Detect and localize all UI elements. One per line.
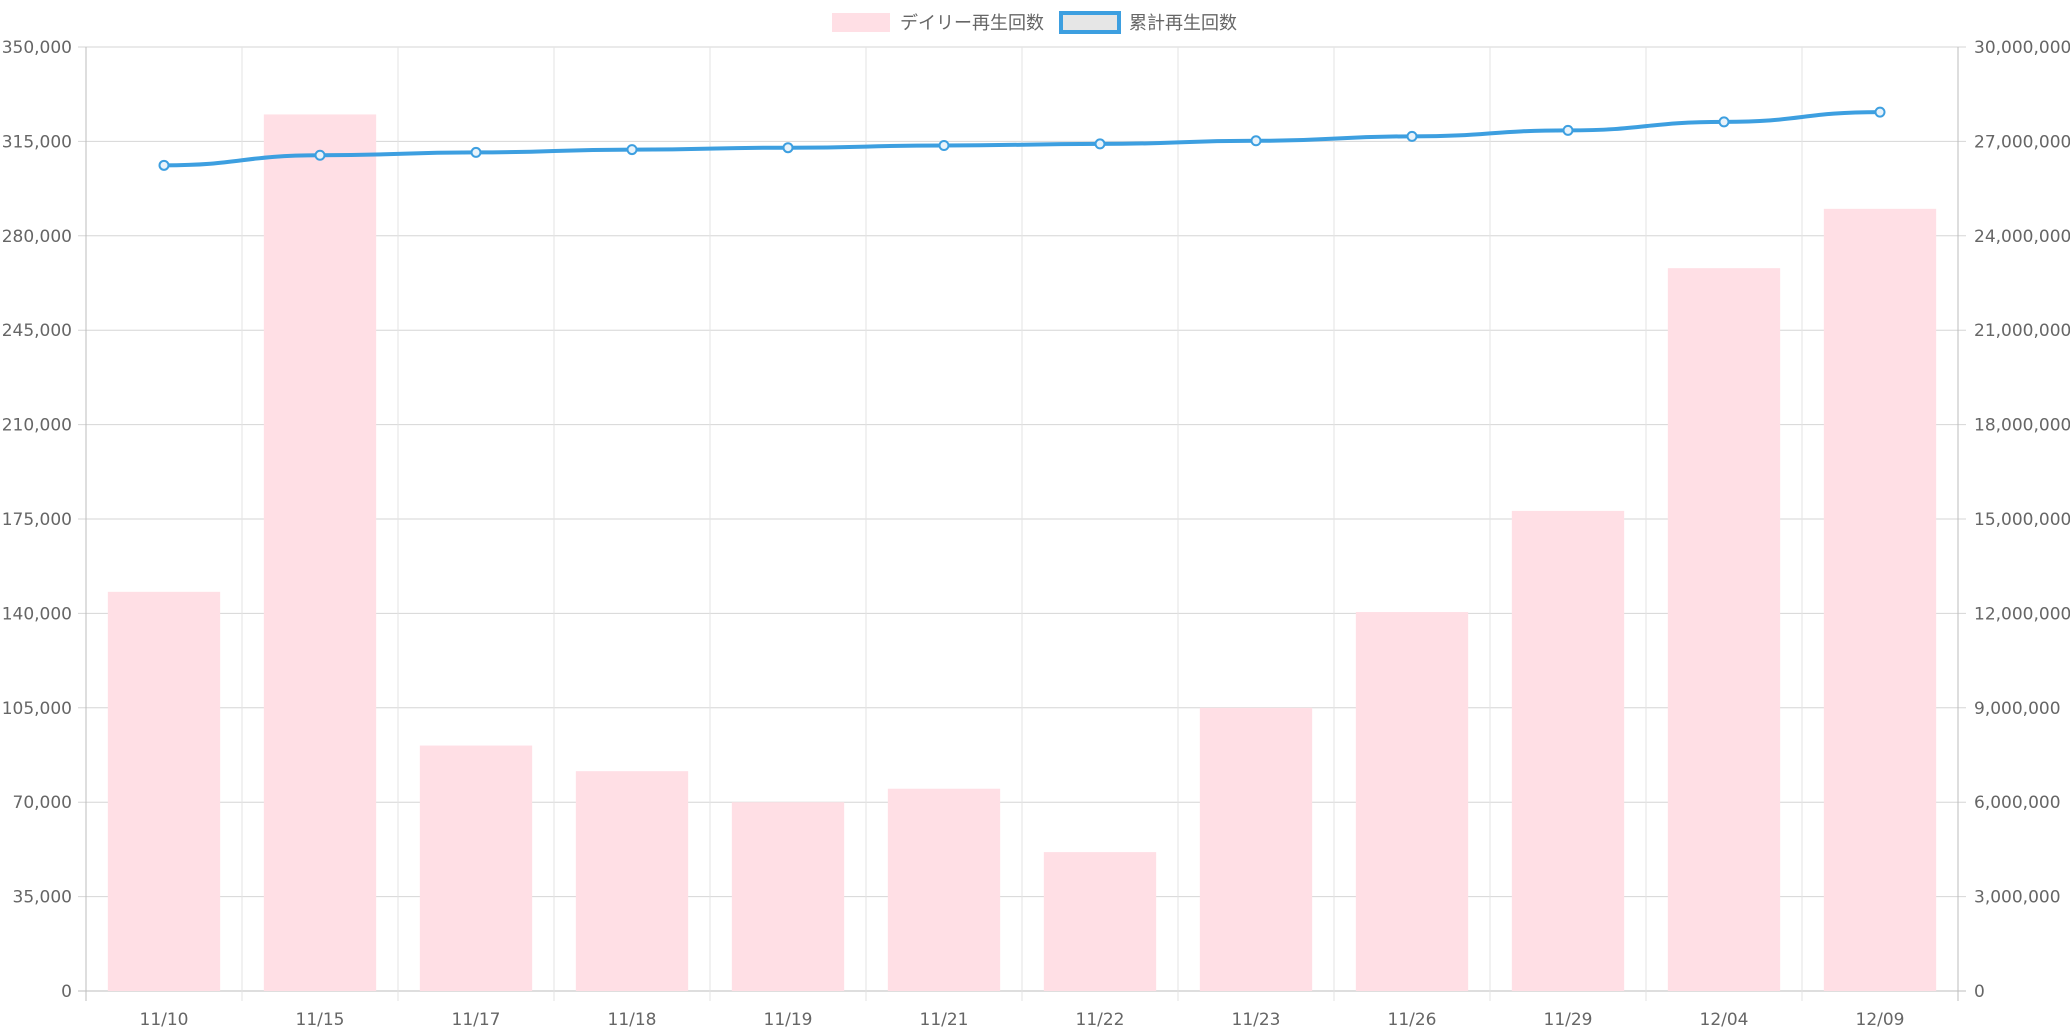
cumulative-point	[470, 146, 482, 158]
y-right-tick-label: 3,000,000	[1974, 888, 2061, 908]
cumulative-point	[626, 144, 638, 156]
y-right-tick-label: 12,000,000	[1974, 604, 2070, 624]
x-tick-label: 11/22	[1076, 1010, 1125, 1030]
cumulative-point	[1250, 135, 1262, 147]
x-tick-label: 12/04	[1700, 1010, 1749, 1030]
cumulative-point	[938, 139, 950, 151]
y-left-tick-label: 140,000	[2, 604, 72, 624]
legend-swatch-daily	[832, 13, 890, 32]
y-left-tick-label: 70,000	[13, 793, 72, 813]
y-right-tick-label: 24,000,000	[1974, 227, 2070, 247]
y-left-tick-label: 0	[61, 982, 72, 1002]
y-left-tick-label: 35,000	[13, 888, 72, 908]
x-tick-label: 11/10	[140, 1010, 189, 1030]
x-tick-label: 12/09	[1856, 1010, 1905, 1030]
y-left-tick-label: 210,000	[2, 416, 72, 436]
x-tick-label: 11/23	[1232, 1010, 1281, 1030]
y-right-tick-label: 18,000,000	[1974, 416, 2070, 436]
cumulative-point	[158, 159, 170, 171]
daily-bar	[419, 745, 533, 991]
x-tick-label: 11/19	[764, 1010, 813, 1030]
daily-bar	[887, 788, 1001, 991]
y-right-tick-label: 0	[1974, 982, 1985, 1002]
x-tick-label: 11/18	[608, 1010, 657, 1030]
grid-lines	[78, 46, 1966, 1001]
daily-bar	[1043, 852, 1157, 991]
axes: 0 0 35,000 3,000,000 70,000 6,000,000 105,000 9…	[2, 38, 2070, 1030]
daily-bar	[1511, 510, 1625, 991]
x-tick-label: 11/15	[296, 1010, 345, 1030]
y-left-tick-label: 245,000	[2, 321, 72, 341]
daily-bar	[107, 591, 221, 991]
x-tick-label: 11/17	[452, 1010, 501, 1030]
legend-label-daily: デイリー再生回数	[900, 13, 1044, 34]
cumulative-point	[1874, 106, 1886, 118]
cumulative-point	[314, 149, 326, 161]
y-left-tick-label: 105,000	[2, 699, 72, 719]
y-left-tick-label: 315,000	[2, 132, 72, 152]
x-tick-label: 11/21	[920, 1010, 969, 1030]
daily-bar	[731, 802, 845, 991]
daily-bar	[263, 114, 377, 991]
cumulative-point	[1718, 116, 1730, 128]
legend: デイリー再生回数 累計再生回数	[832, 11, 1237, 34]
daily-bar	[1199, 707, 1313, 991]
y-right-tick-label: 9,000,000	[1974, 699, 2061, 719]
x-tick-label: 11/26	[1388, 1010, 1437, 1030]
x-tick-label: 11/29	[1544, 1010, 1593, 1030]
y-right-tick-label: 15,000,000	[1974, 510, 2070, 530]
cumulative-line-path	[163, 110, 1881, 168]
cumulative-line	[158, 106, 1886, 171]
daily-bar	[575, 771, 689, 991]
legend-label-cumulative: 累計再生回数	[1129, 13, 1237, 34]
y-right-tick-label: 30,000,000	[1974, 38, 2070, 58]
y-left-tick-label: 350,000	[2, 38, 72, 58]
daily-bar	[1355, 612, 1469, 991]
daily-bar	[1823, 208, 1937, 992]
daily-bars	[107, 114, 1937, 992]
y-left-tick-label: 280,000	[2, 227, 72, 247]
y-right-tick-label: 27,000,000	[1974, 132, 2070, 152]
legend-swatch-cumulative	[1059, 11, 1121, 34]
cumulative-point	[1406, 130, 1418, 142]
cumulative-point	[1094, 138, 1106, 150]
y-left-tick-label: 175,000	[2, 510, 72, 530]
cumulative-point	[1562, 124, 1574, 136]
y-right-tick-label: 6,000,000	[1974, 793, 2061, 813]
daily-bar	[1667, 268, 1781, 991]
cumulative-point	[782, 142, 794, 154]
y-right-tick-label: 21,000,000	[1974, 321, 2070, 341]
